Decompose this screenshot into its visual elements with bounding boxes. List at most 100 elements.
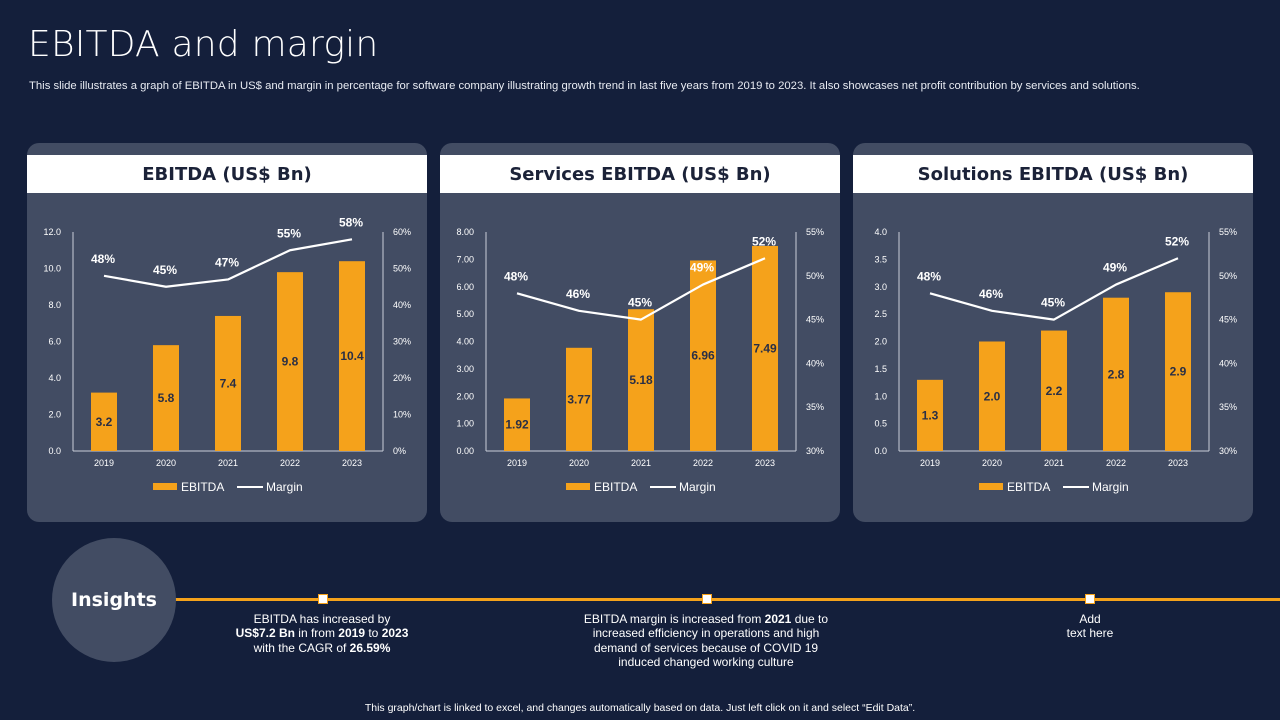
- chart-panel-solutions-ebitda[interactable]: Solutions EBITDA (US$ Bn) 0.0 0.5 1.0 1.5 2.…: [853, 143, 1253, 522]
- insight-text: to: [365, 626, 382, 641]
- insight-text-3[interactable]: Add text here: [1040, 612, 1140, 641]
- y2-tick-label: 50%: [1219, 271, 1237, 281]
- bar-value-label: 7.49: [753, 341, 777, 355]
- legend-label: Margin: [679, 480, 716, 494]
- x-tick-label: 2021: [218, 458, 238, 468]
- margin-value-label: 45%: [153, 263, 177, 277]
- x-tick-label: 2021: [1044, 458, 1064, 468]
- margin-value-label: 46%: [566, 287, 590, 301]
- bar: [566, 347, 592, 451]
- margin-value-label: 46%: [979, 287, 1003, 301]
- y-tick-label: 6.0: [48, 337, 61, 347]
- insight-text: EBITDA has increased by: [253, 612, 391, 626]
- chart-title: EBITDA (US$ Bn): [27, 155, 427, 193]
- chart-panel-ebitda[interactable]: EBITDA (US$ Bn) 0.0 2.0 4.0 6.0 8.0 10.0 12.0 0…: [27, 143, 427, 522]
- y-tick-label: 5.00: [456, 309, 474, 319]
- bar: [91, 392, 117, 451]
- legend-swatch-bar: [979, 483, 1003, 490]
- y-tick-label: 6.00: [456, 282, 474, 292]
- y-tick-label: 4.0: [874, 227, 887, 237]
- margin-line: [516, 257, 766, 321]
- x-tick-label: 2020: [569, 458, 589, 468]
- x-tick-label: 2021: [631, 458, 651, 468]
- bar-value-label: 6.96: [691, 349, 715, 363]
- y-tick-label: 2.5: [874, 309, 887, 319]
- x-tick-label: 2020: [156, 458, 176, 468]
- chart-title: Solutions EBITDA (US$ Bn): [853, 155, 1253, 193]
- insight-highlight: 26.59%: [349, 640, 391, 655]
- legend-label: EBITDA: [594, 480, 637, 494]
- y2-tick-label: 40%: [393, 300, 411, 310]
- page-title: EBITDA and margin: [28, 24, 379, 65]
- bar-value-label: 5.18: [629, 373, 653, 387]
- y-tick-label: 2.0: [48, 410, 61, 420]
- margin-value-label: 49%: [1103, 261, 1127, 275]
- y-tick-label: 12.0: [43, 227, 61, 237]
- bar-value-label: 2.9: [1170, 365, 1187, 379]
- bar: [1041, 330, 1067, 451]
- insight-text: Add: [1079, 612, 1101, 626]
- y-tick-label: 3.0: [874, 282, 887, 292]
- margin-value-label: 45%: [628, 296, 652, 310]
- y-tick-label: 3.00: [456, 364, 474, 374]
- x-tick-label: 2019: [94, 458, 114, 468]
- bar: [504, 398, 530, 451]
- insight-text: EBITDA margin is increased from: [583, 612, 765, 626]
- y2-tick-label: 30%: [393, 337, 411, 347]
- x-tick-label: 2022: [280, 458, 300, 468]
- x-tick-label: 2019: [507, 458, 527, 468]
- legend-swatch-bar: [566, 483, 590, 490]
- margin-line: [103, 238, 353, 288]
- bar-value-label: 2.2: [1046, 384, 1063, 398]
- insight-text: text here: [1066, 626, 1114, 641]
- bar: [628, 309, 654, 451]
- margin-value-label: 58%: [339, 215, 363, 229]
- y2-tick-label: 45%: [806, 315, 824, 325]
- insight-text: with the CAGR of: [253, 640, 350, 655]
- services-ebitda-chart: 0.00 1.00 2.00 3.00 4.00 5.00 6.00 7.00 8.00 30% 3…: [456, 227, 824, 494]
- bar: [1165, 292, 1191, 451]
- y-tick-label: 0.0: [874, 446, 887, 456]
- bar: [215, 315, 241, 451]
- y2-tick-label: 50%: [393, 264, 411, 274]
- y-tick-label: 2.0: [874, 337, 887, 347]
- y-tick-label: 10.0: [43, 264, 61, 274]
- timeline-marker: [318, 594, 328, 604]
- insight-highlight: US$7.2 Bn: [235, 626, 295, 641]
- x-tick-label: 2022: [1106, 458, 1126, 468]
- chart-title: Services EBITDA (US$ Bn): [440, 155, 840, 193]
- margin-value-label: 52%: [752, 234, 776, 248]
- bar-value-label: 5.8: [158, 391, 175, 405]
- margin-value-label: 45%: [1041, 296, 1065, 310]
- margin-value-label: 48%: [917, 269, 941, 283]
- margin-value-label: 48%: [504, 269, 528, 283]
- x-tick-label: 2022: [693, 458, 713, 468]
- y-tick-label: 0.00: [456, 446, 474, 456]
- insight-highlight: 2023: [381, 626, 409, 641]
- y2-tick-label: 60%: [393, 227, 411, 237]
- x-tick-label: 2020: [982, 458, 1002, 468]
- bar: [979, 341, 1005, 451]
- x-tick-label: 2023: [755, 458, 775, 468]
- legend-label: EBITDA: [1007, 480, 1050, 494]
- insight-highlight: 2021: [764, 612, 792, 626]
- timeline-marker: [702, 594, 712, 604]
- y2-tick-label: 40%: [806, 358, 824, 368]
- y-tick-label: 1.0: [874, 391, 887, 401]
- x-tick-label: 2023: [1168, 458, 1188, 468]
- insights-timeline: [170, 598, 1280, 601]
- legend-label: EBITDA: [181, 480, 224, 494]
- ebitda-chart: 0.0 2.0 4.0 6.0 8.0 10.0 12.0 0% 10% 20% 30% 40% 50%…: [43, 215, 411, 494]
- bar-value-label: 9.8: [282, 355, 299, 369]
- legend-label: Margin: [266, 480, 303, 494]
- y-tick-label: 1.00: [456, 419, 474, 429]
- insight-text: due to increased efficiency in operation…: [592, 612, 829, 669]
- legend-swatch-bar: [153, 483, 177, 490]
- y-tick-label: 0.0: [48, 446, 61, 456]
- y-tick-label: 8.0: [48, 300, 61, 310]
- bar-value-label: 2.8: [1108, 367, 1125, 381]
- y2-tick-label: 20%: [393, 373, 411, 383]
- y2-tick-label: 55%: [1219, 227, 1237, 237]
- chart-panel-services-ebitda[interactable]: Services EBITDA (US$ Bn) 0.00 1.00 2.00 3.0…: [440, 143, 840, 522]
- y-tick-label: 7.00: [456, 254, 474, 264]
